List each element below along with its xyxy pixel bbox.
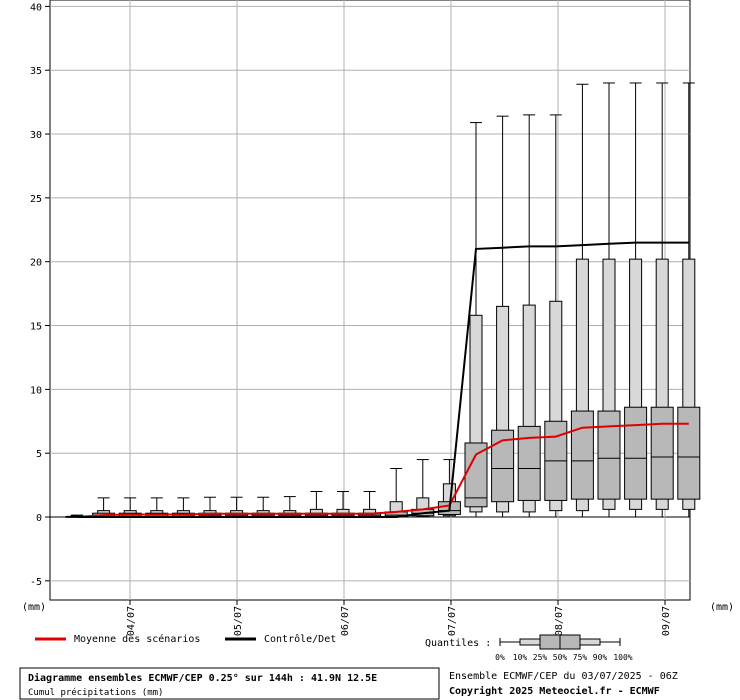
- y-tick-label: 5: [36, 449, 42, 460]
- y-unit-left: (mm): [22, 602, 46, 613]
- x-tick-label: 07/07: [447, 606, 458, 636]
- box-inner: [517, 425, 541, 501]
- box-21: [624, 82, 648, 518]
- run-info: Ensemble ECMWF/CEP du 03/07/2025 - 06Z: [449, 671, 678, 682]
- box-inner: [677, 406, 701, 500]
- x-tick-label: 04/07: [126, 606, 137, 636]
- box-15: [464, 122, 488, 518]
- quantile-label: 90%: [593, 653, 608, 662]
- box-18: [544, 114, 568, 518]
- box-inner: [464, 442, 488, 508]
- x-axis-ticks: 04/07 05/07 06/07 07/07 08/07 09/07: [126, 600, 672, 636]
- box-inner: [650, 406, 674, 500]
- quantile-label: 100%: [613, 653, 632, 662]
- box-22: [650, 82, 674, 518]
- y-tick-label: 30: [30, 130, 42, 141]
- quantiles-label: Quantiles :: [425, 638, 491, 649]
- y-tick-label: 0: [36, 513, 42, 524]
- legend-label-control: Contrôle/Det: [264, 633, 336, 645]
- x-tick-label: 05/07: [233, 606, 244, 636]
- x-tick-label: 08/07: [554, 606, 565, 636]
- legend-label-mean: Moyenne des scénarios: [74, 633, 200, 645]
- y-unit-right: (mm): [710, 602, 734, 613]
- box-20: [597, 82, 621, 518]
- copyright: Copyright 2025 Meteociel.fr - ECMWF: [449, 685, 660, 697]
- box-inner: [597, 410, 621, 500]
- y-tick-label: 35: [30, 66, 42, 77]
- quantile-label: 25%: [533, 653, 548, 662]
- box-17: [517, 114, 541, 518]
- quantile-label: 10%: [513, 653, 528, 662]
- box-inner: [570, 410, 594, 500]
- y-tick-label: 10: [30, 385, 42, 396]
- x-tick-label: 06/07: [340, 606, 351, 636]
- box-19: [570, 83, 594, 518]
- box-23: [677, 82, 701, 518]
- title-box: [19, 667, 440, 700]
- line-series: [76, 241, 689, 518]
- chart-title: Diagramme ensembles ECMWF/CEP 0.25° sur …: [28, 672, 377, 684]
- y-axis-ticks: -5 0 5 10 15 20 25 30 35 40: [30, 2, 50, 588]
- box-series: [65, 82, 701, 518]
- box-inner: [491, 429, 515, 503]
- legend: Moyenne des scénarios Contrôle/Det: [35, 633, 336, 645]
- series-line-0: [76, 422, 689, 518]
- quantile-label: 0%: [495, 653, 505, 662]
- x-tick-label: 09/07: [661, 606, 672, 636]
- box-inner: [624, 406, 648, 500]
- chart-subtitle: Cumul précipitations (mm): [28, 687, 163, 698]
- y-tick-label: 20: [30, 258, 42, 269]
- quantiles-key: Quantiles : 0% 10% 25% 50% 75% 90% 100%: [425, 634, 633, 662]
- y-tick-label: -5: [30, 577, 42, 588]
- y-tick-label: 15: [30, 322, 42, 333]
- series-line-1: [77, 241, 689, 518]
- quantile-key-labels: 0% 10% 25% 50% 75% 90% 100%: [495, 653, 633, 662]
- y-tick-label: 25: [30, 194, 42, 205]
- box-16: [491, 115, 515, 518]
- quantile-label: 75%: [573, 653, 588, 662]
- quantile-label: 50%: [553, 653, 568, 662]
- y-tick-label: 40: [30, 2, 42, 13]
